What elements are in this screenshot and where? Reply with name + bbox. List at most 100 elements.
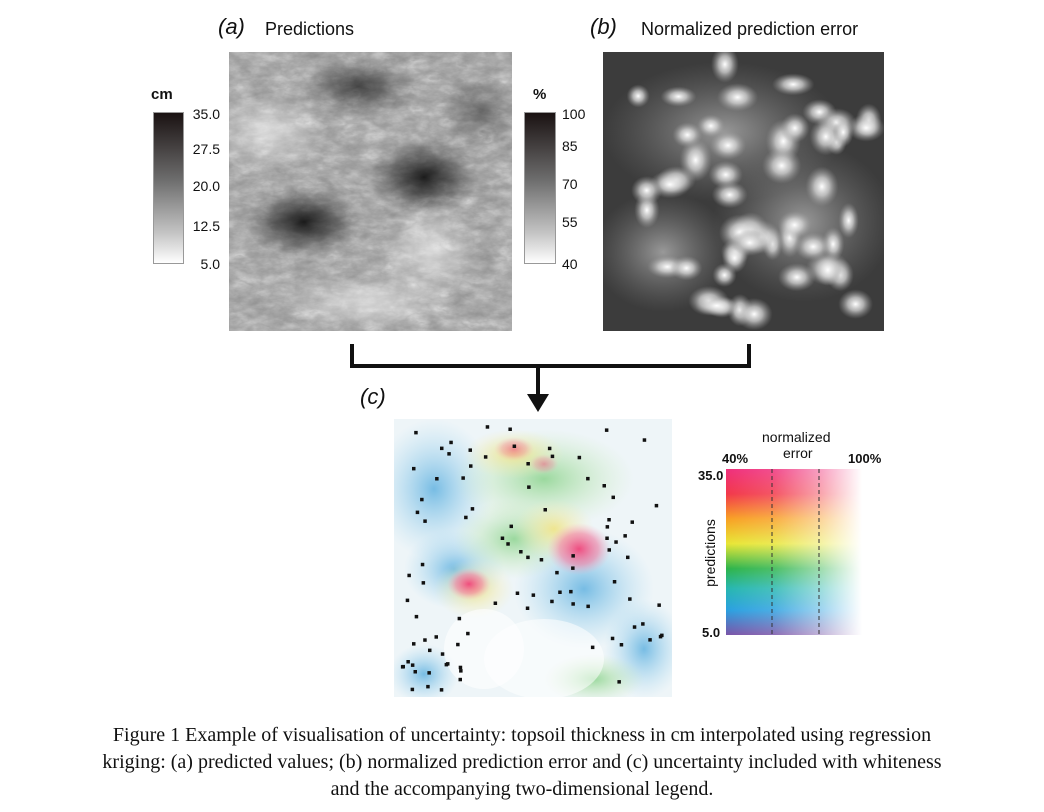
sample-point <box>434 635 438 639</box>
sample-point <box>531 593 536 597</box>
legend-header-bottom: error <box>783 445 813 461</box>
sample-point <box>555 570 559 575</box>
error-map-highlight <box>711 52 739 83</box>
connector-arrow <box>350 344 751 412</box>
sample-point <box>457 616 462 621</box>
sample-point <box>612 580 617 584</box>
colorbar-a-tick: 5.0 <box>200 256 220 272</box>
sample-point <box>459 669 463 673</box>
sample-point <box>423 519 427 523</box>
sample-point <box>525 606 530 610</box>
sample-point <box>449 440 453 445</box>
legend-left-label: 40% <box>722 451 749 466</box>
panel-c-letter: (c) <box>360 384 386 409</box>
sample-point <box>428 648 432 653</box>
sample-point <box>439 688 444 692</box>
colorbar-b-unit: % <box>533 86 547 103</box>
sample-point <box>526 462 530 466</box>
sample-point <box>558 590 562 594</box>
error-map-highlight <box>711 181 748 209</box>
sample-point <box>543 508 547 512</box>
sample-point <box>405 598 410 603</box>
sample-point <box>590 645 595 650</box>
sample-point <box>642 438 647 442</box>
error-map-highlight <box>762 147 802 184</box>
error-map-highlight <box>626 84 650 108</box>
colorbar-a <box>153 112 184 264</box>
sample-point <box>440 652 445 656</box>
error-map-highlight <box>780 113 810 143</box>
error-map-highlight <box>832 117 854 147</box>
sample-point <box>427 671 431 675</box>
colorbar-a-tick: 12.5 <box>192 218 220 234</box>
sample-point <box>512 444 517 448</box>
sample-point <box>420 497 424 502</box>
error-map-highlight <box>794 232 832 261</box>
sample-point <box>611 495 615 500</box>
sample-point <box>426 684 430 689</box>
sample-point <box>464 515 468 520</box>
colorbar-b-tick: 55 <box>562 214 578 230</box>
error-map-highlight <box>695 295 739 317</box>
panel-b-letter: (b) <box>590 14 617 39</box>
sample-point <box>414 614 419 619</box>
sample-point <box>493 601 498 605</box>
sample-point <box>657 603 661 607</box>
sample-point <box>458 665 463 670</box>
error-map-highlight <box>847 114 884 142</box>
sample-point <box>447 452 451 456</box>
panel-a-title: Predictions <box>265 19 355 39</box>
sample-point <box>415 510 420 515</box>
legend-axis-label: predictions <box>702 519 718 587</box>
error-map-highlight <box>708 160 743 189</box>
sample-point <box>577 455 582 460</box>
sample-point <box>446 662 450 666</box>
sample-point <box>605 536 609 540</box>
sample-point <box>586 476 590 481</box>
sample-point <box>641 622 645 626</box>
colorbar-b-tick: 70 <box>562 176 578 192</box>
sample-point <box>539 558 544 562</box>
panel-a-letter: (a) <box>218 14 245 39</box>
sample-point <box>604 428 609 432</box>
error-map-highlight <box>670 255 703 281</box>
sample-point <box>550 454 555 459</box>
sample-point <box>407 573 411 578</box>
colorbar-a-unit: cm <box>151 86 173 103</box>
error-map-highlight <box>805 166 839 207</box>
sample-point <box>550 599 554 604</box>
panel-b-title: Normalized prediction error <box>641 19 859 39</box>
sample-point <box>500 536 505 540</box>
sample-point <box>628 597 632 601</box>
sample-point <box>410 687 415 692</box>
colorbar-a-tick: 27.5 <box>192 141 220 157</box>
colorbar-b-tick: 85 <box>562 138 578 154</box>
sample-point <box>412 642 416 646</box>
figure-caption-line3: and the accompanying two-dimensional leg… <box>330 778 714 800</box>
sample-point <box>470 507 475 511</box>
sample-point <box>456 642 460 647</box>
sample-point <box>440 446 444 451</box>
combined-uncertainty-map <box>394 419 672 697</box>
error-map-highlight <box>735 297 773 331</box>
sample-point <box>506 542 510 546</box>
figure-caption-line2: kriging: (a) predicted values; (b) norma… <box>102 751 942 773</box>
error-map-highlight <box>838 289 873 319</box>
sample-point <box>423 638 427 642</box>
sample-point <box>654 503 659 508</box>
sample-point <box>648 638 652 642</box>
sample-point <box>660 633 664 638</box>
error-map-highlight <box>709 131 747 160</box>
sample-point <box>421 581 426 585</box>
sample-point <box>547 446 552 451</box>
figure-caption-line1: Figure 1 Example of visualisation of unc… <box>112 724 932 746</box>
error-map-highlight <box>696 114 725 138</box>
sample-point <box>400 665 405 669</box>
error-map-highlight <box>772 73 815 96</box>
sample-point <box>458 677 462 682</box>
sample-point <box>623 534 627 538</box>
sample-point <box>586 604 590 609</box>
colorbar-b <box>524 112 556 264</box>
sample-point <box>483 455 488 459</box>
sample-point <box>410 663 415 667</box>
